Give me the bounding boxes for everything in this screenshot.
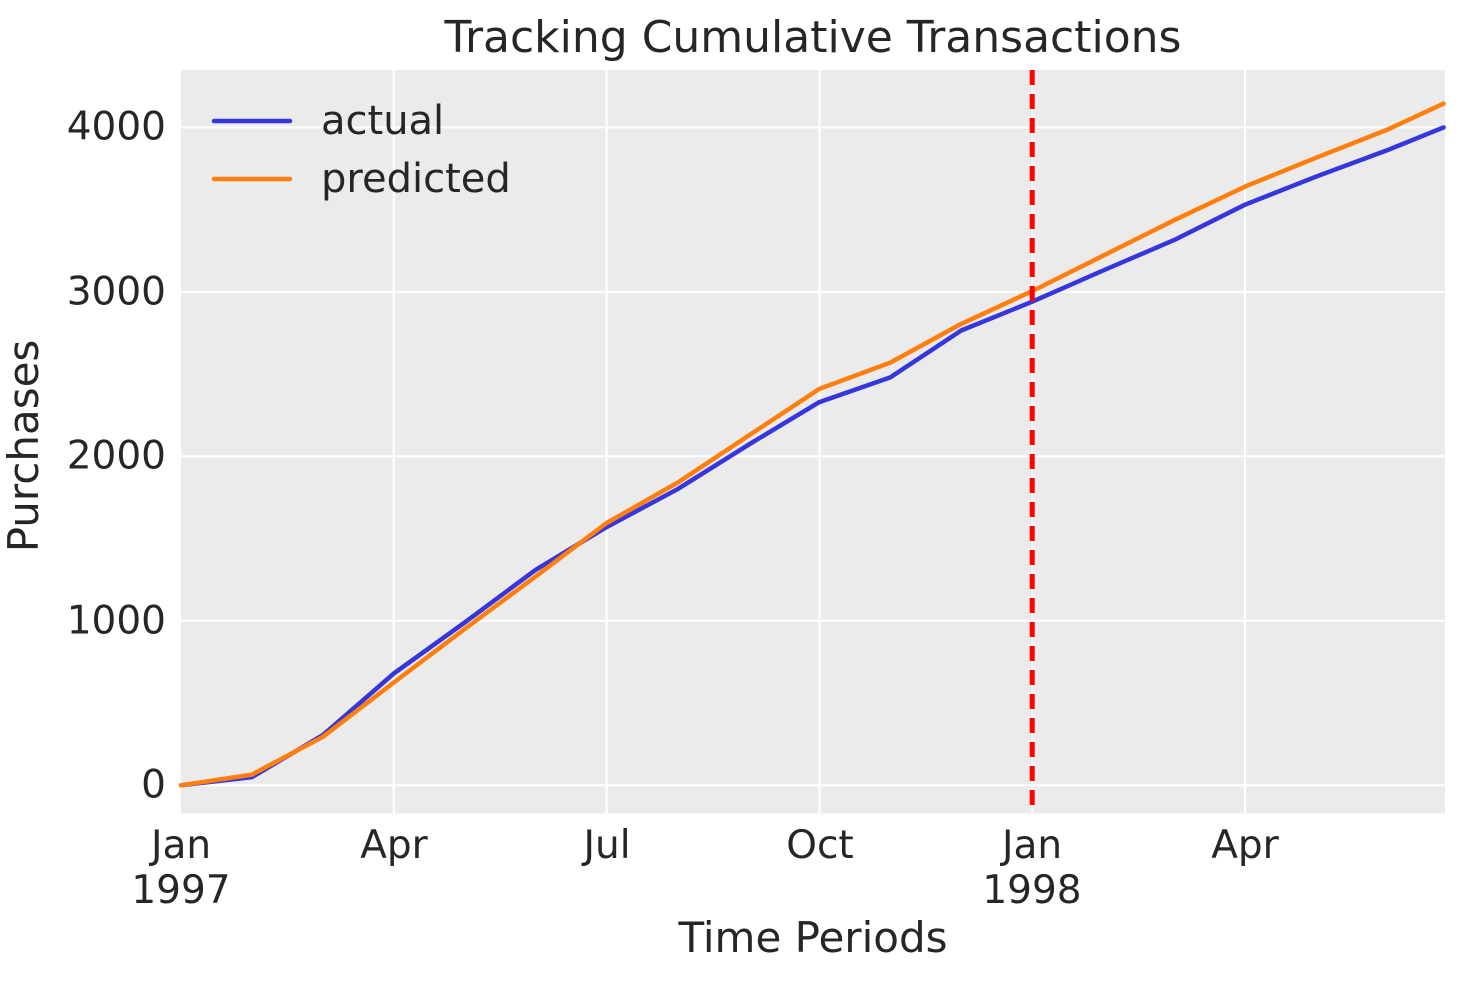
legend-actual-label: actual [321, 98, 444, 144]
y-tick-0: 0 [141, 763, 166, 808]
y-tick-4000: 4000 [67, 105, 166, 150]
x-tick-apr97: Apr [360, 823, 428, 868]
y-tick-1000: 1000 [67, 599, 166, 644]
x-tick-jan98: Jan [999, 823, 1062, 868]
legend: actual predicted [211, 98, 511, 202]
actual-line [178, 125, 1446, 788]
y-tick-labels: 0 1000 2000 3000 4000 [67, 105, 166, 808]
x-axis-label: Time Periods [678, 913, 948, 962]
x-tick-jul97: Jul [580, 823, 630, 868]
x-tick-labels: Jan 1997 Apr Jul Oct Jan 1998 Apr [131, 823, 1279, 913]
chart-title: Tracking Cumulative Transactions [444, 12, 1182, 63]
x-tick-year-1997: 1997 [131, 868, 230, 913]
x-tick-apr98: Apr [1211, 823, 1279, 868]
legend-predicted-label: predicted [321, 156, 511, 202]
y-tick-2000: 2000 [67, 434, 166, 479]
x-tick-jan97: Jan [148, 823, 211, 868]
y-axis-label: Purchases [0, 340, 48, 553]
x-tick-year-1998: 1998 [982, 868, 1081, 913]
predicted-line [178, 101, 1446, 788]
y-tick-3000: 3000 [67, 270, 166, 315]
x-tick-oct97: Oct [786, 823, 853, 868]
